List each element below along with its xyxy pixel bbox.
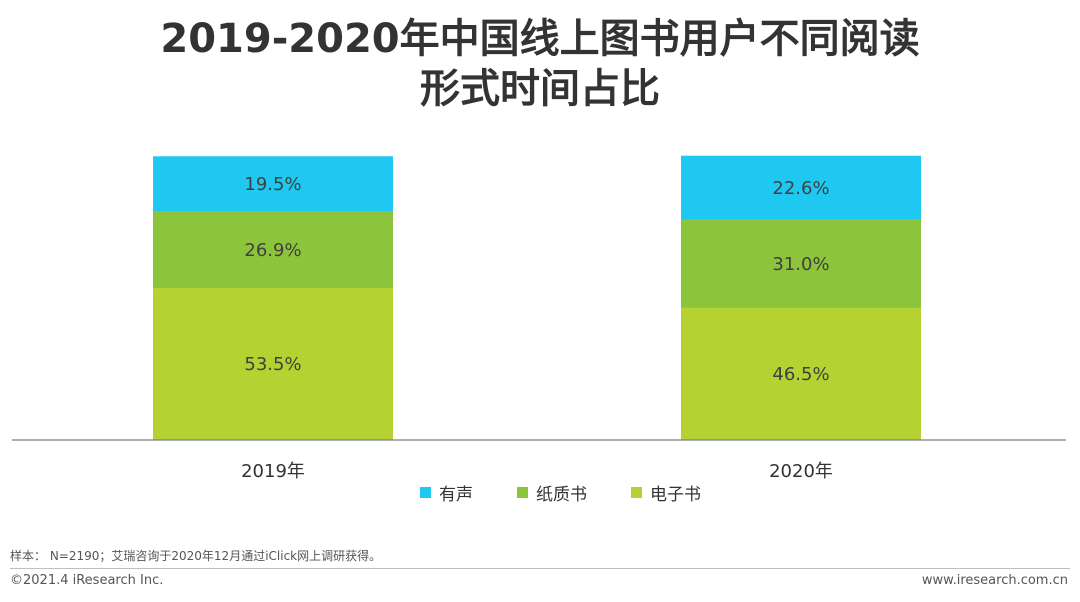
chart-legend: 有声 纸质书 电子书 (420, 480, 701, 505)
chart-title-line-1: 2019-2020年中国线上图书用户不同阅读 (160, 16, 920, 62)
chart-title: 2019-2020年中国线上图书用户不同阅读 形式时间占比 (0, 14, 1080, 114)
data-label-2-1: 22.6% (772, 178, 829, 199)
data-label-1-0: 26.9% (244, 240, 301, 261)
category-label-1: 2020年 (769, 461, 833, 482)
bar-segment-1-1 (681, 219, 921, 308)
data-label-0-0: 53.5% (244, 354, 301, 375)
footer-copyright: ©2021.4 iResearch Inc. (10, 573, 164, 588)
category-label-0: 2019年 (241, 461, 305, 482)
footer-divider (10, 568, 1070, 569)
data-label-1-1: 31.0% (772, 254, 829, 275)
legend-swatch-paper-book (517, 487, 528, 498)
legend-label-ebook: 电子书 (650, 485, 701, 505)
bar-segment-2-0 (153, 156, 393, 212)
chart-title-line-2: 形式时间占比 (420, 66, 660, 112)
legend-label-audio: 有声 (439, 485, 473, 505)
bar-segment-1-0 (153, 211, 393, 289)
legend-item-audio: 有声 (420, 480, 473, 505)
bar-segment-0-1 (681, 307, 921, 440)
bar-segment-0-0 (153, 288, 393, 440)
data-label-0-1: 46.5% (772, 364, 829, 385)
data-label-2-0: 19.5% (244, 174, 301, 195)
legend-label-paper-book: 纸质书 (536, 485, 587, 505)
bar-segment-2-1 (681, 155, 921, 220)
legend-swatch-ebook (631, 487, 642, 498)
legend-item-paper-book: 纸质书 (517, 480, 587, 505)
legend-swatch-audio (420, 487, 431, 498)
legend-item-ebook: 电子书 (631, 480, 701, 505)
sample-note: 样本： N=2190；艾瑞咨询于2020年12月通过iClick网上调研获得。 (10, 549, 382, 563)
footer-website: www.iresearch.com.cn (921, 573, 1068, 588)
